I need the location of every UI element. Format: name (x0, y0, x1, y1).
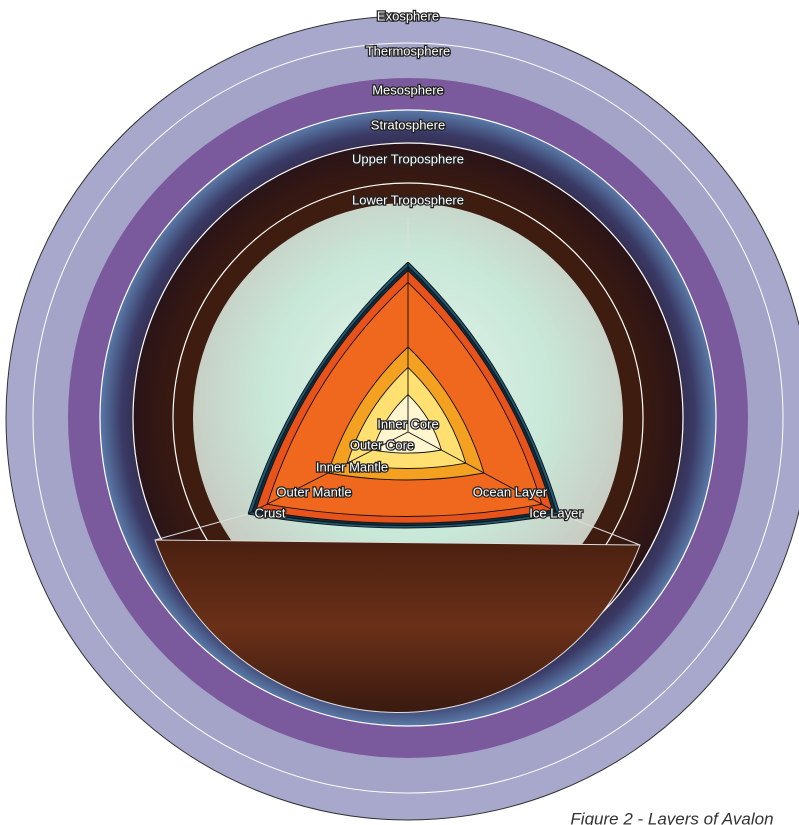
caption: Figure 2 - Layers of Avalon (570, 809, 773, 825)
layer-label: Lower Troposphere (352, 192, 464, 207)
layer-label: Exosphere (377, 8, 439, 23)
layer-label: Ice Layer (529, 505, 583, 520)
cut-edge (154, 513, 249, 541)
interior-cutaway (154, 218, 641, 546)
layer-label: Outer Mantle (276, 484, 351, 499)
cut-edge (559, 513, 641, 546)
cut-line (247, 431, 409, 515)
inner-core (372, 393, 442, 454)
layer-label: Crust (254, 505, 285, 520)
layer-label: Inner Mantle (316, 459, 388, 474)
labels: Exosphere Thermosphere Mesosphere Strato… (253, 7, 773, 825)
layer-label: Stratosphere (371, 117, 445, 132)
layer-label: Inner Core (377, 416, 438, 431)
layer-label: Outer Core (350, 437, 414, 452)
cut-line (407, 431, 561, 515)
layer-label: Upper Troposphere (352, 151, 464, 166)
cut-face (154, 539, 641, 713)
layer-label: Thermosphere (366, 43, 451, 58)
layer-label: Mesosphere (372, 82, 444, 97)
layer-label: Ocean Layer (473, 484, 548, 499)
